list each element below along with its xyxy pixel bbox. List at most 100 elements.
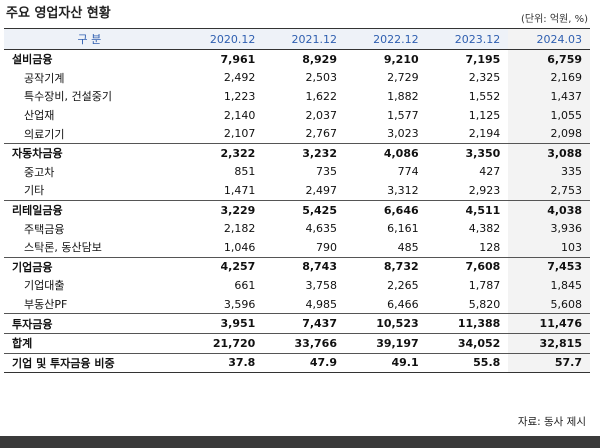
cell: 10,523 <box>344 313 427 334</box>
cell: 2,322 <box>181 142 264 163</box>
cell: 1,552 <box>468 89 501 103</box>
cell: 5,608 <box>508 294 590 314</box>
header-cell: 2023.12 <box>426 28 509 50</box>
cell: 1,125 <box>468 108 501 122</box>
cell: 735 <box>315 165 337 179</box>
cell: 기업대출 <box>24 279 65 293</box>
cell: 9,210 <box>344 48 427 69</box>
cell: 1,577 <box>387 108 419 122</box>
cell: 6,759 <box>508 48 590 69</box>
cell: 2,492 <box>223 71 256 85</box>
cell: 2,325 <box>468 71 501 85</box>
cell: 8,929 <box>263 48 345 69</box>
cell: 4,382 <box>468 222 501 236</box>
item-row: 의료기기 2,107 2,767 3,023 2,194 2,098 <box>4 124 590 144</box>
header-cell: 2020.12 <box>181 28 264 50</box>
table: 구 분 2020.12 2021.12 2022.12 2023.12 2024.03 설비… <box>4 28 590 374</box>
cell: 55.8 <box>426 352 509 374</box>
cell: 11,476 <box>508 313 590 334</box>
cell: 33,766 <box>263 332 345 353</box>
cell: 32,815 <box>508 332 590 353</box>
cell: 774 <box>397 165 419 179</box>
cell: 4,511 <box>426 199 509 220</box>
cell: 자동차금융 <box>4 142 182 163</box>
item-row: 특수장비, 건설중기 1,223 1,622 1,882 1,552 1,437 <box>4 87 590 106</box>
cell: 6,466 <box>387 297 419 311</box>
cell: 11,388 <box>426 313 509 334</box>
cell: 투자금융 <box>4 313 182 334</box>
cell: 21,720 <box>181 332 264 353</box>
cell: 7,608 <box>426 256 509 277</box>
item-row: 기업대출 661 3,758 2,265 1,787 1,845 <box>4 276 590 295</box>
bottom-bar <box>0 436 600 448</box>
cell: 2,265 <box>387 278 419 292</box>
cell: 6,646 <box>344 199 427 220</box>
cell: 7,195 <box>426 48 509 69</box>
header-cell: 2024.03 <box>508 28 590 50</box>
section-row: 기업 및 투자금융 비중 37.8 47.9 49.1 55.8 57.7 <box>4 352 590 374</box>
cell: 3,350 <box>426 142 509 163</box>
cell: 39,197 <box>344 332 427 353</box>
cell: 6,161 <box>387 222 419 236</box>
cell: 1,882 <box>387 89 419 103</box>
cell: 47.9 <box>263 352 345 374</box>
header-cell: 2022.12 <box>344 28 427 50</box>
cell: 2,497 <box>305 183 337 197</box>
cell: 485 <box>397 240 419 254</box>
cell: 1,437 <box>508 87 590 106</box>
cell: 합계 <box>4 332 182 353</box>
cell: 2,767 <box>305 127 337 141</box>
section-row: 리테일금융 3,229 5,425 6,646 4,511 4,038 <box>4 199 590 220</box>
cell: 2,140 <box>223 108 256 122</box>
cell: 2,182 <box>223 222 256 236</box>
cell: 3,951 <box>181 313 264 334</box>
cell: 공작기계 <box>24 71 65 85</box>
cell: 2,503 <box>305 71 337 85</box>
cell: 661 <box>234 278 256 292</box>
cell: 7,437 <box>263 313 345 334</box>
cell: 특수장비, 건설중기 <box>24 90 112 104</box>
header-row: 구 분 2020.12 2021.12 2022.12 2023.12 2024.03 <box>4 28 590 50</box>
cell: 부동산PF <box>24 298 68 312</box>
cell: 4,635 <box>305 222 337 236</box>
cell: 3,312 <box>387 183 419 197</box>
cell: 3,596 <box>223 297 256 311</box>
section-row: 합계 21,720 33,766 39,197 34,052 32,815 <box>4 332 590 353</box>
cell: 8,732 <box>344 256 427 277</box>
item-row: 중고차 851 735 774 427 335 <box>4 162 590 182</box>
section-row: 투자금융 3,951 7,437 10,523 11,388 11,476 <box>4 313 590 334</box>
cell: 2,098 <box>508 124 590 144</box>
cell: 2,194 <box>468 127 501 141</box>
cell: 4,038 <box>508 199 590 220</box>
item-row: 기타 1,471 2,497 3,312 2,923 2,753 <box>4 181 590 201</box>
cell: 2,037 <box>305 108 337 122</box>
cell: 2,169 <box>508 68 590 88</box>
cell: 7,453 <box>508 256 590 277</box>
cell: 3,088 <box>508 142 590 163</box>
cell: 3,936 <box>508 219 590 238</box>
cell: 49.1 <box>344 352 427 374</box>
cell: 4,086 <box>344 142 427 163</box>
title: 주요 영업자산 현황 <box>6 6 111 21</box>
cell: 1,787 <box>468 278 501 292</box>
cell: 3,023 <box>387 127 419 141</box>
cell: 128 <box>479 240 501 254</box>
cell: 851 <box>234 165 256 179</box>
section-row: 자동차금융 2,322 3,232 4,086 3,350 3,088 <box>4 142 590 163</box>
cell: 1,046 <box>223 240 256 254</box>
cell: 3,758 <box>305 278 337 292</box>
cell: 103 <box>508 237 590 258</box>
cell: 기업 및 투자금융 비중 <box>4 352 182 374</box>
cell: 427 <box>479 165 501 179</box>
cell: 기업금융 <box>4 256 182 277</box>
unit: (단위: 억원, %) <box>520 14 588 25</box>
section-row: 설비금융 7,961 8,929 9,210 7,195 6,759 <box>4 48 590 69</box>
cell: 5,820 <box>468 297 501 311</box>
section-row: 기업금융 4,257 8,743 8,732 7,608 7,453 <box>4 256 590 277</box>
cell: 3,229 <box>181 199 264 220</box>
cell: 5,425 <box>263 199 345 220</box>
item-row: 공작기계 2,492 2,503 2,729 2,325 2,169 <box>4 68 590 88</box>
cell: 57.7 <box>508 352 590 374</box>
source: 자료: 동사 제시 <box>517 416 586 428</box>
